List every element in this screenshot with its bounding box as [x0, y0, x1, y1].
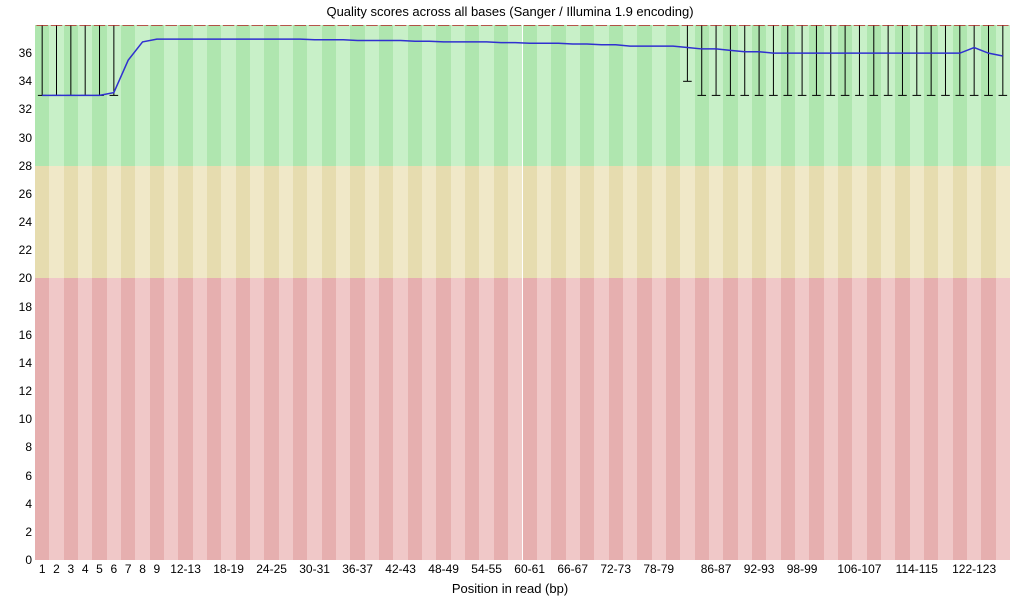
whisker: [812, 25, 821, 95]
whisker: [712, 25, 721, 95]
x-tick-label: 72-73: [600, 562, 631, 576]
x-tick-label: 114-115: [896, 562, 938, 576]
y-tick-label: 24: [2, 215, 32, 229]
x-tick-label: 9: [154, 562, 161, 576]
whisker: [683, 25, 692, 81]
x-tick-label: 18-19: [213, 562, 244, 576]
x-tick-label: 98-99: [787, 562, 818, 576]
whisker: [81, 25, 90, 95]
whisker: [898, 25, 907, 95]
whisker: [798, 25, 807, 95]
whisker: [826, 25, 835, 95]
x-tick-label: 1: [39, 562, 46, 576]
y-tick-label: 20: [2, 271, 32, 285]
x-tick-label: 36-37: [342, 562, 373, 576]
whisker: [769, 25, 778, 95]
x-tick-label: 8: [139, 562, 146, 576]
x-tick-label: 4: [82, 562, 89, 576]
plot-area: [35, 25, 1010, 560]
x-tick-label: 48-49: [428, 562, 459, 576]
x-tick-label: 60-61: [514, 562, 545, 576]
y-tick-label: 16: [2, 328, 32, 342]
whisker: [67, 25, 76, 95]
x-tick-label: 5: [96, 562, 103, 576]
whisker: [726, 25, 735, 95]
whisker: [999, 25, 1008, 95]
whisker: [740, 25, 749, 95]
whisker: [984, 25, 993, 95]
whisker: [38, 25, 47, 95]
y-tick-label: 28: [2, 159, 32, 173]
x-tick-label: 86-87: [701, 562, 732, 576]
y-tick-label: 26: [2, 187, 32, 201]
y-tick-label: 12: [2, 384, 32, 398]
whisker: [927, 25, 936, 95]
whisker: [755, 25, 764, 95]
whisker: [52, 25, 61, 95]
y-tick-label: 18: [2, 300, 32, 314]
x-tick-label: 78-79: [643, 562, 674, 576]
quality-chart: Quality scores across all bases (Sanger …: [0, 0, 1020, 600]
y-tick-label: 4: [2, 497, 32, 511]
whisker: [956, 25, 965, 95]
whisker: [941, 25, 950, 95]
x-tick-label: 42-43: [385, 562, 416, 576]
x-tick-label: 7: [125, 562, 132, 576]
x-tick-label: 30-31: [299, 562, 330, 576]
x-tick-label: 122-123: [952, 562, 996, 576]
whisker: [95, 25, 104, 95]
whisker: [841, 25, 850, 95]
whisker: [884, 25, 893, 95]
y-tick-label: 30: [2, 131, 32, 145]
x-tick-label: 12-13: [170, 562, 201, 576]
x-tick-label: 24-25: [256, 562, 287, 576]
y-tick-label: 32: [2, 102, 32, 116]
whisker: [913, 25, 922, 95]
whisker: [783, 25, 792, 95]
x-tick-label: 66-67: [557, 562, 588, 576]
y-tick-label: 10: [2, 412, 32, 426]
x-tick-label: 2: [53, 562, 60, 576]
y-tick-label: 36: [2, 46, 32, 60]
whisker: [869, 25, 878, 95]
chart-overlay: [35, 25, 1010, 560]
x-axis-label: Position in read (bp): [0, 581, 1020, 596]
y-tick-label: 22: [2, 243, 32, 257]
whisker: [855, 25, 864, 95]
x-tick-label: 3: [68, 562, 75, 576]
x-tick-label: 92-93: [744, 562, 775, 576]
whisker: [697, 25, 706, 95]
y-tick-label: 2: [2, 525, 32, 539]
y-tick-label: 8: [2, 440, 32, 454]
y-tick-label: 0: [2, 553, 32, 567]
chart-title: Quality scores across all bases (Sanger …: [0, 4, 1020, 19]
whisker: [970, 25, 979, 95]
y-tick-label: 14: [2, 356, 32, 370]
x-tick-label: 54-55: [471, 562, 502, 576]
mean-quality-line: [42, 39, 1003, 95]
y-tick-label: 34: [2, 74, 32, 88]
x-tick-label: 106-107: [837, 562, 881, 576]
x-tick-label: 6: [111, 562, 118, 576]
y-tick-label: 6: [2, 469, 32, 483]
